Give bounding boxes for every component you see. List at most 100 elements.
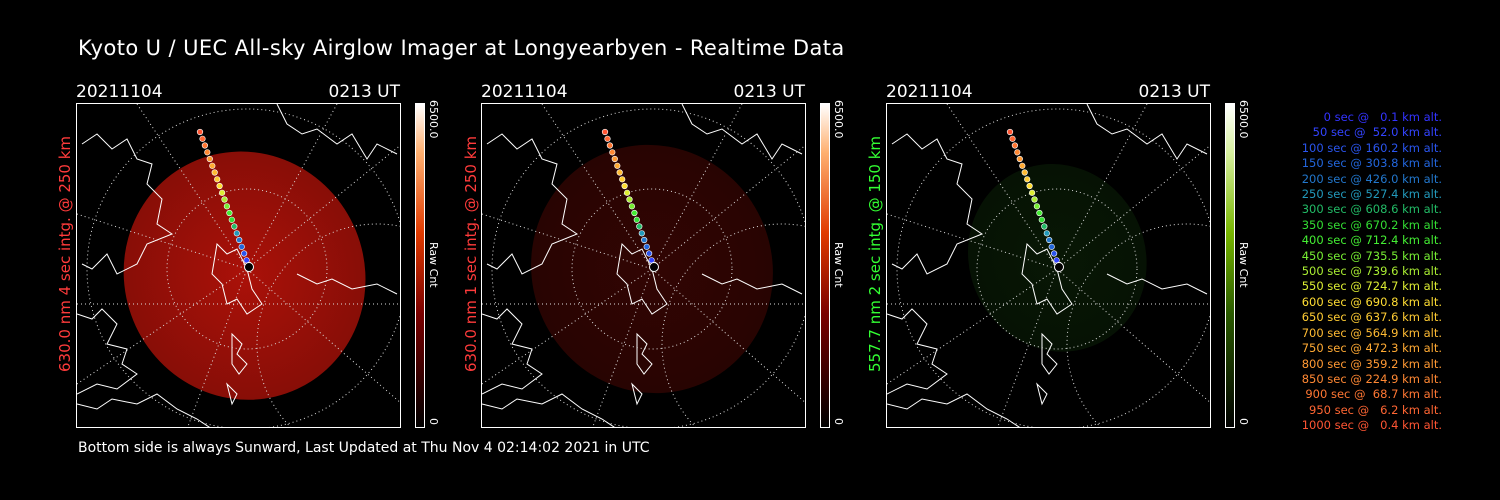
trajectory-track — [1006, 128, 1064, 272]
trajectory-point — [209, 162, 216, 169]
trajectory-point — [223, 203, 230, 210]
coastlines — [77, 104, 398, 427]
page-title: Kyoto U / UEC All-sky Airglow Imager at … — [78, 36, 845, 60]
legend-row: 450 sec @ 735.5 km alt. — [1301, 248, 1442, 263]
trajectory-point — [1006, 128, 1014, 136]
trajectory-point — [211, 169, 218, 176]
trajectory-track — [196, 128, 254, 272]
trajectory-track — [601, 128, 659, 272]
panel-1-colorbar-unit: Raw Cnt — [427, 242, 440, 288]
trajectory-point — [636, 223, 643, 230]
legend-row: 700 sec @ 564.9 km alt. — [1301, 325, 1442, 340]
trajectory-point — [1024, 176, 1031, 183]
trajectory-point — [611, 155, 618, 163]
trajectory-legend: 0 sec @ 0.1 km alt. 50 sec @ 52.0 km alt.… — [1256, 110, 1442, 434]
trajectory-point — [206, 155, 213, 163]
legend-row: 0 sec @ 0.1 km alt. — [1323, 110, 1442, 124]
trajectory-point — [626, 196, 633, 203]
legend-row: 950 sec @ 6.2 km alt. — [1309, 402, 1442, 417]
trajectory-point — [1026, 182, 1033, 190]
station-marker — [1054, 262, 1064, 272]
trajectory-point — [621, 182, 628, 190]
panel-3-time: 0213 UT — [1138, 82, 1211, 102]
trajectory-point — [633, 216, 640, 223]
legend-row: 1000 sec @ 0.4 km alt. — [1301, 418, 1442, 433]
legend-row: 600 sec @ 690.8 km alt. — [1301, 294, 1442, 309]
panel-3-colorbar-unit: Raw Cnt — [1237, 242, 1250, 288]
panel-2-colorbar — [820, 103, 830, 428]
trajectory-point — [1009, 135, 1016, 142]
trajectory-point — [1051, 250, 1058, 257]
legend-row: 200 sec @ 426.0 km alt. — [1301, 171, 1442, 186]
trajectory-point — [1014, 149, 1021, 156]
trajectory-point — [601, 128, 609, 136]
trajectory-point — [226, 209, 233, 217]
trajectory-point — [1046, 236, 1053, 244]
panel-1-side-label: 630.0 nm 4 sec intg. @ 250 km — [56, 135, 74, 372]
trajectory-point — [1019, 162, 1026, 169]
legend-row: 150 sec @ 303.8 km alt. — [1301, 156, 1442, 171]
trajectory-point — [1036, 209, 1043, 217]
trajectory-point — [1041, 223, 1048, 230]
sky-map — [77, 104, 400, 427]
legend-row: 400 sec @ 712.4 km alt. — [1301, 233, 1442, 248]
trajectory-point — [204, 149, 211, 156]
legend-row: 500 sec @ 739.6 km alt. — [1301, 264, 1442, 279]
panel-1-colorbar-max: 6500.0 — [427, 100, 440, 139]
trajectory-point — [624, 189, 631, 196]
panel-3-date: 20211104 — [886, 82, 973, 102]
trajectory-point — [1021, 169, 1028, 176]
trajectory-point — [631, 209, 638, 217]
trajectory-point — [221, 196, 228, 203]
legend-row: 850 sec @ 224.9 km alt. — [1301, 371, 1442, 386]
sky-map — [482, 104, 805, 427]
station-marker — [649, 262, 659, 272]
trajectory-point — [628, 203, 635, 210]
panel-2-image — [481, 103, 806, 428]
panel-2-time: 0213 UT — [733, 82, 806, 102]
legend-row: 300 sec @ 608.6 km alt. — [1301, 202, 1442, 217]
panel-1-time: 0213 UT — [328, 82, 401, 102]
trajectory-point — [641, 236, 648, 244]
trajectory-point — [199, 135, 206, 142]
trajectory-point — [219, 189, 226, 196]
panel-3-colorbar — [1225, 103, 1235, 428]
trajectory-point — [604, 135, 611, 142]
trajectory-point — [228, 216, 235, 223]
trajectory-point — [614, 162, 621, 169]
trajectory-point — [619, 176, 626, 183]
panel-1-colorbar-min: 0 — [427, 418, 440, 425]
panel-2-side-label: 630.0 nm 1 sec intg. @ 250 km — [462, 135, 480, 372]
trajectory-point — [1048, 243, 1055, 250]
trajectory-point — [646, 250, 653, 257]
grid-lines — [482, 104, 805, 427]
trajectory-point — [201, 142, 208, 149]
trajectory-point — [643, 243, 650, 250]
panel-1-image — [76, 103, 401, 428]
trajectory-point — [1031, 196, 1038, 203]
legend-row: 650 sec @ 637.6 km alt. — [1301, 310, 1442, 325]
legend-row: 250 sec @ 527.4 km alt. — [1301, 187, 1442, 202]
panel-1-date: 20211104 — [76, 82, 163, 102]
airglow-image — [123, 151, 366, 400]
trajectory-point — [1016, 155, 1023, 163]
station-marker — [244, 262, 254, 272]
trajectory-point — [1038, 216, 1045, 223]
trajectory-point — [214, 176, 221, 183]
trajectory-point — [233, 230, 240, 237]
panel-2-date: 20211104 — [481, 82, 568, 102]
legend-row: 50 sec @ 52.0 km alt. — [1312, 125, 1442, 140]
legend-row: 550 sec @ 724.7 km alt. — [1301, 279, 1442, 294]
sky-map — [887, 104, 1210, 427]
panel-3-image — [886, 103, 1211, 428]
panel-1-colorbar — [415, 103, 425, 428]
panel-3-side-label: 557.7 nm 2 sec intg. @ 150 km — [866, 135, 884, 372]
trajectory-point — [1033, 203, 1040, 210]
trajectory-point — [241, 250, 248, 257]
legend-row: 750 sec @ 472.3 km alt. — [1301, 341, 1442, 356]
trajectory-point — [236, 236, 243, 244]
coastlines — [887, 104, 1208, 427]
trajectory-point — [616, 169, 623, 176]
legend-row: 900 sec @ 68.7 km alt. — [1305, 387, 1442, 402]
trajectory-point — [609, 149, 616, 156]
